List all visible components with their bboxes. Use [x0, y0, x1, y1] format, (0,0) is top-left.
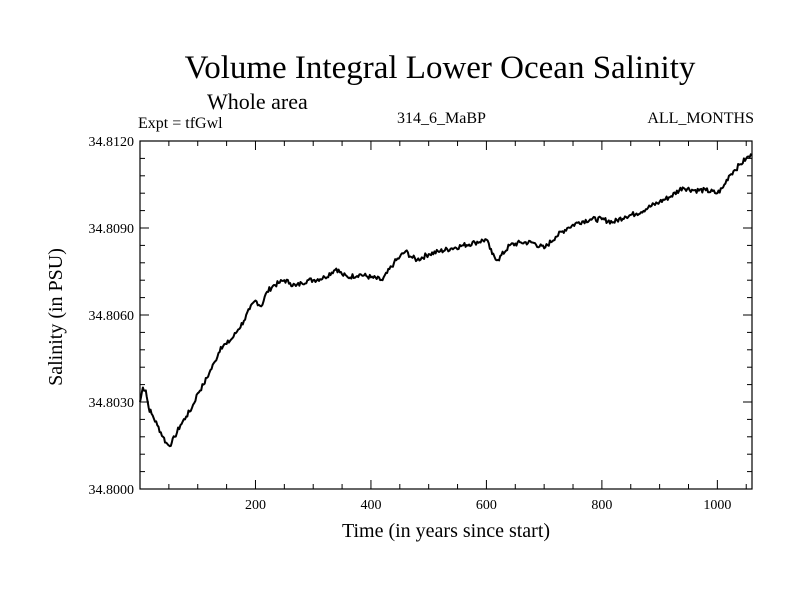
- y-tick-label: 34.8000: [89, 483, 135, 498]
- x-axis-label: Time (in years since start): [342, 520, 550, 542]
- y-tick-label: 34.8030: [89, 396, 135, 411]
- x-tick-label: 800: [591, 498, 612, 513]
- labels-layer: 200 400 600 800 1000 34.8000 34.8030 34.8060 34.…: [89, 135, 732, 513]
- y-tick-label: 34.8060: [89, 309, 135, 324]
- x-tick-label: 200: [245, 498, 266, 513]
- chart-title: Volume Integral Lower Ocean Salinity: [184, 50, 696, 86]
- series-line-salinity: [139, 153, 753, 448]
- y-axis-label: Salinity (in PSU): [45, 248, 67, 386]
- period-label: ALL_MONTHS: [647, 110, 754, 127]
- chart-subtitle: Whole area: [207, 89, 308, 114]
- y-tick-label: 34.8090: [89, 222, 135, 237]
- x-tick-label: 1000: [703, 498, 731, 513]
- y-tick-label: 34.8120: [89, 135, 135, 150]
- ticks-layer: [140, 141, 752, 489]
- run-id-label: 314_6_MaBP: [397, 110, 486, 127]
- experiment-label: Expt = tfGwl: [138, 115, 223, 132]
- x-tick-label: 400: [360, 498, 381, 513]
- plot-frame: [139, 140, 753, 490]
- x-tick-label: 600: [476, 498, 497, 513]
